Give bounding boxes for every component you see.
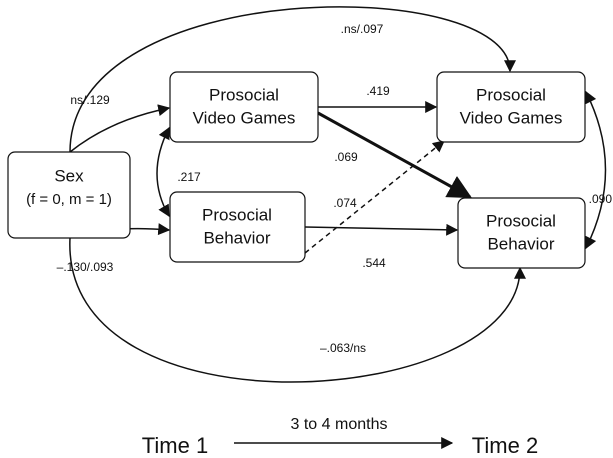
timeline: 3 to 4 months Time 1 Time 2	[142, 416, 538, 458]
edge	[69, 237, 526, 383]
node-label: Video Games	[193, 108, 296, 127]
node-label: Behavior	[203, 228, 270, 247]
node-label: Prosocial	[476, 85, 546, 104]
node: Prosocial Video Games	[169, 71, 319, 143]
node: Sex (f = 0, m = 1)	[7, 151, 131, 239]
edge-labels: .ns/.097 ns/.129 .419 .217 .069 .074 .09…	[57, 22, 613, 355]
node: Prosocial Behavior	[169, 191, 306, 263]
edge	[585, 90, 607, 250]
edge-label: –.130/.093	[57, 260, 114, 274]
edge	[304, 140, 445, 254]
node-label: Prosocial	[202, 205, 272, 224]
timeline-interval: 3 to 4 months	[291, 416, 388, 433]
edge-label: .069	[334, 150, 358, 164]
edge-label: –.063/ns	[320, 341, 366, 355]
edge-label: ns/.129	[70, 93, 110, 107]
edge	[69, 6, 516, 153]
edge-label: .419	[366, 84, 390, 98]
node-label: Sex	[54, 166, 84, 185]
edge	[69, 104, 171, 153]
edge-label: .ns/.097	[341, 22, 384, 36]
edge-label: .544	[362, 256, 386, 270]
edge-label: .090	[589, 192, 613, 206]
edges	[69, 6, 607, 449]
edge	[304, 223, 459, 236]
node-label: Prosocial	[209, 85, 279, 104]
node: Prosocial Behavior	[457, 197, 586, 269]
edge	[317, 111, 473, 199]
edge-label: .217	[177, 170, 201, 184]
timeline-start: Time 1	[142, 433, 208, 458]
edge	[156, 126, 170, 218]
node-label: (f = 0, m = 1)	[26, 191, 112, 208]
node-label: Behavior	[487, 234, 554, 253]
node-label: Video Games	[460, 108, 563, 127]
edge-label: .074	[333, 196, 357, 210]
node: Prosocial Video Games	[436, 71, 586, 143]
timeline-end: Time 2	[472, 433, 538, 458]
node-label: Prosocial	[486, 211, 556, 230]
